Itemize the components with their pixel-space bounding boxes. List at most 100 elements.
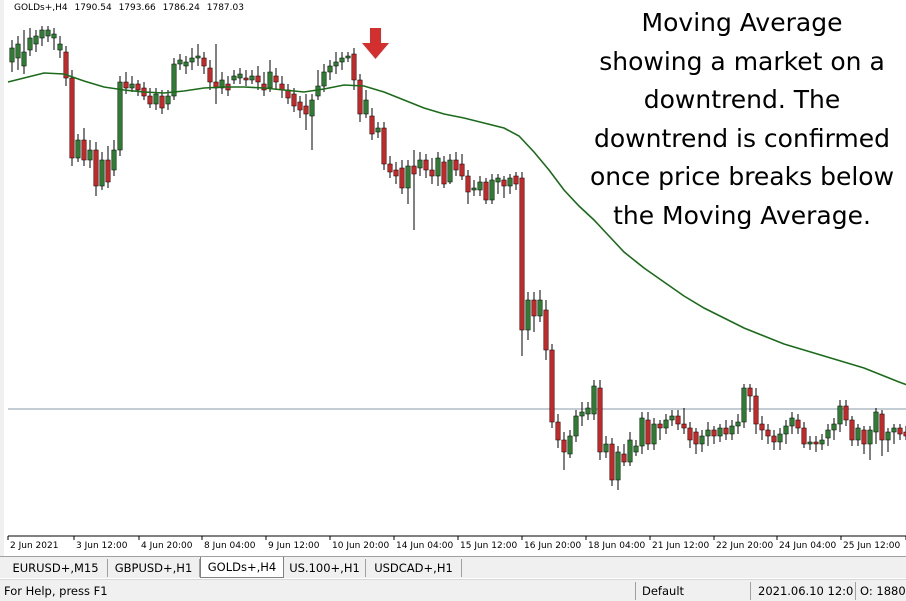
bearish-candle	[711, 429, 717, 437]
close-price: 1787.03	[206, 3, 244, 13]
bearish-candle	[753, 395, 759, 425]
bullish-candle	[309, 99, 315, 117]
bearish-candle	[243, 77, 249, 81]
tab-eurusd-m15[interactable]: EURUSD+,M15	[4, 559, 108, 577]
time-axis-label: 25 Jun 12:00	[843, 541, 900, 551]
bearish-candle	[357, 79, 363, 115]
bullish-candle	[183, 61, 189, 67]
bullish-candle	[489, 179, 495, 201]
bearish-candle	[465, 175, 471, 193]
bullish-candle	[783, 425, 789, 435]
bullish-candle	[237, 73, 243, 79]
chart-tab-bar: EURUSD+,M15 GBPUSD+,H1 GOLDs+,H4 US.100+…	[0, 556, 906, 578]
bearish-candle	[561, 439, 567, 453]
bullish-candle	[735, 421, 741, 427]
bearish-candle	[393, 169, 399, 177]
bullish-candle	[375, 127, 381, 133]
bearish-candle	[687, 427, 693, 441]
bearish-candle	[123, 81, 129, 89]
bullish-candle	[9, 47, 15, 63]
bearish-candle	[813, 441, 819, 445]
bearish-candle	[879, 413, 885, 441]
symbol-name: GOLDs+,H4	[14, 3, 68, 13]
bearish-candle	[519, 177, 525, 331]
bullish-candle	[537, 299, 543, 317]
bullish-candle	[177, 59, 183, 65]
bearish-candle	[453, 159, 459, 171]
bullish-candle	[579, 411, 585, 417]
bullish-candle	[363, 99, 369, 115]
bearish-candle	[843, 405, 849, 421]
bullish-candle	[567, 435, 573, 455]
bullish-candle	[249, 75, 255, 81]
bearish-candle	[255, 75, 261, 83]
time-axis-label: 21 Jun 12:00	[652, 541, 709, 551]
profile-name[interactable]: Default	[642, 584, 685, 598]
bullish-candle	[705, 429, 711, 437]
bullish-candle	[525, 299, 531, 331]
price-chart[interactable]: 2 Jun 2021 3 Jun 12:00 4 Jun 20:00 8 Jun 04…	[0, 0, 906, 556]
annotation-line: Moving Average	[641, 8, 843, 37]
bearish-candle	[765, 429, 771, 437]
status-divider	[750, 582, 751, 600]
bearish-candle	[759, 423, 765, 431]
bullish-candle	[507, 177, 513, 187]
bearish-candle	[369, 115, 375, 135]
bullish-candle	[171, 63, 177, 97]
bearish-candle	[261, 83, 267, 91]
bearish-candle	[381, 127, 387, 165]
bullish-candle	[471, 187, 477, 191]
bullish-candle	[117, 81, 123, 151]
bearish-candle	[273, 75, 279, 83]
bearish-candle	[795, 419, 801, 429]
bullish-candle	[633, 445, 639, 453]
candlestick-chart-svg[interactable]: 2 Jun 2021 3 Jun 12:00 4 Jun 20:00 8 Jun 04…	[4, 0, 906, 556]
bearish-candle	[201, 57, 207, 67]
status-divider	[635, 582, 636, 600]
bullish-candle	[789, 417, 795, 427]
bullish-candle	[15, 43, 21, 59]
bullish-candle	[327, 65, 333, 73]
time-axis-label: 10 Jun 20:00	[332, 541, 389, 551]
bearish-candle	[771, 435, 777, 443]
bullish-candle	[405, 165, 411, 189]
bearish-candle	[861, 429, 867, 445]
bearish-candle	[93, 149, 99, 187]
bullish-candle	[825, 429, 831, 439]
tab-golds-h4[interactable]: GOLDs+,H4	[200, 557, 284, 578]
bearish-candle	[459, 163, 465, 177]
bullish-candle	[39, 29, 45, 39]
bearish-candle	[675, 415, 681, 425]
bearish-candle	[597, 387, 603, 453]
tab-usdcad-h1[interactable]: USDCAD+,H1	[366, 559, 462, 577]
bullish-candle	[615, 451, 621, 481]
bearish-candle	[63, 51, 69, 79]
bullish-candle	[153, 93, 159, 105]
bearish-candle	[483, 181, 489, 201]
bullish-candle	[165, 95, 171, 105]
bullish-candle	[699, 435, 705, 445]
bullish-candle	[729, 425, 735, 435]
bearish-candle	[513, 175, 519, 185]
bearish-candle	[135, 83, 141, 91]
annotation-line: once price breaks below	[589, 162, 895, 192]
tab-us100-h1[interactable]: US.100+,H1	[284, 559, 366, 577]
bullish-candle	[837, 405, 843, 425]
bullish-candle	[873, 411, 879, 433]
bearish-candle	[81, 139, 87, 161]
time-axis: 2 Jun 2021 3 Jun 12:00 4 Jun 20:00 8 Jun 04…	[7, 536, 906, 551]
bearish-candle	[291, 93, 297, 107]
bullish-candle	[447, 159, 453, 183]
bullish-candle	[573, 415, 579, 437]
down-arrow-icon	[362, 28, 389, 59]
status-divider	[855, 582, 856, 600]
tab-gbpusd-h1[interactable]: GBPUSD+,H1	[108, 559, 200, 577]
annotation-line: downtrend is confirmed	[593, 123, 891, 153]
time-axis-label: 22 Jun 20:00	[716, 541, 773, 551]
low-price: 1786.24	[162, 3, 200, 13]
bullish-candle	[57, 43, 63, 51]
bearish-candle	[105, 159, 111, 183]
bearish-candle	[501, 179, 507, 187]
bullish-candle	[639, 417, 645, 447]
